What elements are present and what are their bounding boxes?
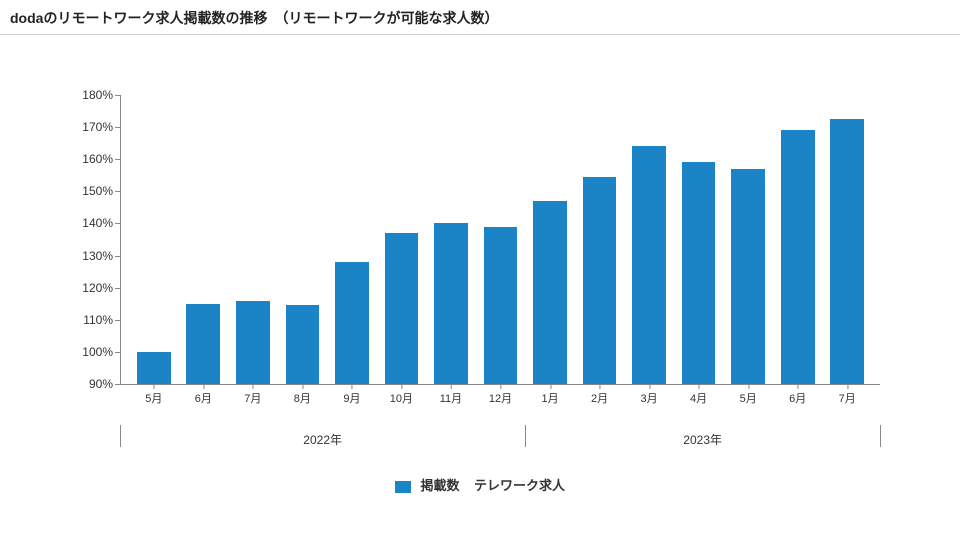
y-tick: 140% [63, 216, 113, 230]
y-tick: 90% [63, 377, 113, 391]
bar-column: 9月 [327, 95, 377, 384]
x-tick: 7月 [244, 390, 261, 406]
bar-column: 5月 [723, 95, 773, 384]
bar [434, 223, 468, 384]
group-axis: 2022年 2023年 [120, 407, 880, 447]
bar-column: 12月 [476, 95, 526, 384]
x-tick: 9月 [343, 390, 360, 406]
y-tick: 130% [63, 249, 113, 263]
chart-container: 5月6月7月8月9月10月11月12月1月2月3月4月5月6月7月 90%100… [60, 95, 900, 425]
y-tick: 100% [63, 345, 113, 359]
x-tick: 11月 [440, 390, 462, 406]
bar [632, 146, 666, 384]
bars-container: 5月6月7月8月9月10月11月12月1月2月3月4月5月6月7月 [121, 95, 880, 384]
bar [484, 227, 518, 384]
chart-legend: 掲載数 テレワーク求人 [0, 475, 960, 494]
bar [781, 130, 815, 384]
y-tick: 120% [63, 281, 113, 295]
group-separator [120, 425, 121, 447]
group-label: 2023年 [683, 431, 722, 448]
group-label: 2022年 [303, 431, 342, 448]
bar-column: 3月 [624, 95, 674, 384]
x-tick: 5月 [740, 390, 757, 406]
x-tick: 4月 [690, 390, 707, 406]
bar [137, 352, 171, 384]
y-tick: 180% [63, 88, 113, 102]
bar [583, 177, 617, 384]
y-tick: 150% [63, 184, 113, 198]
x-tick: 7月 [839, 390, 856, 406]
bar [286, 305, 320, 384]
bar-column: 10月 [377, 95, 427, 384]
x-tick: 6月 [789, 390, 806, 406]
bar-column: 6月 [773, 95, 823, 384]
bar-column: 1月 [525, 95, 575, 384]
x-tick: 5月 [145, 390, 162, 406]
x-tick: 10月 [390, 390, 413, 406]
y-tick: 170% [63, 120, 113, 134]
bar-column: 6月 [179, 95, 229, 384]
bar [385, 233, 419, 384]
bar-column: 2月 [575, 95, 625, 384]
bar-column: 7月 [228, 95, 278, 384]
y-tick: 110% [63, 313, 113, 327]
x-tick: 6月 [195, 390, 212, 406]
x-tick: 8月 [294, 390, 311, 406]
plot-area: 5月6月7月8月9月10月11月12月1月2月3月4月5月6月7月 90%100… [120, 95, 880, 385]
bar-column: 5月 [129, 95, 179, 384]
bar [186, 304, 220, 384]
bar-column: 8月 [278, 95, 328, 384]
bar-column: 11月 [426, 95, 476, 384]
legend-extra-label: テレワーク求人 [474, 478, 565, 493]
chart-title: dodaのリモートワーク求人掲載数の推移 （リモートワークが可能な求人数） [10, 8, 950, 28]
x-tick: 2月 [591, 390, 608, 406]
bar [335, 262, 369, 384]
bar [731, 169, 765, 384]
bar [682, 162, 716, 384]
legend-swatch [395, 481, 411, 493]
legend-series-label: 掲載数 [421, 478, 460, 493]
x-tick: 1月 [541, 390, 558, 406]
group-separator [880, 425, 881, 447]
bar [830, 119, 864, 384]
x-tick: 12月 [489, 390, 512, 406]
bar [236, 301, 270, 384]
x-tick: 3月 [641, 390, 658, 406]
bar-column: 7月 [822, 95, 872, 384]
bar-column: 4月 [674, 95, 724, 384]
bar [533, 201, 567, 384]
chart-header: dodaのリモートワーク求人掲載数の推移 （リモートワークが可能な求人数） [0, 0, 960, 35]
group-separator [525, 425, 526, 447]
y-tick: 160% [63, 152, 113, 166]
